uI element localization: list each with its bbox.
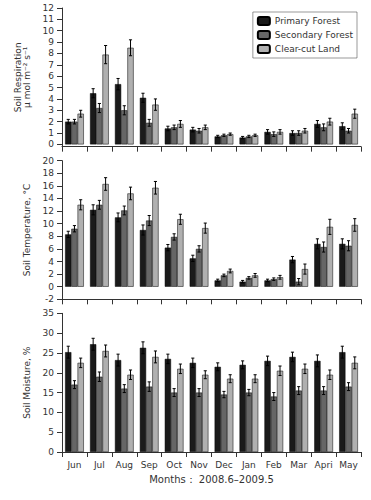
svg-text:9: 9 (48, 37, 54, 47)
svg-text:8: 8 (48, 231, 54, 241)
svg-text:Nov: Nov (190, 460, 208, 470)
svg-text:Primary Forest: Primary Forest (275, 16, 341, 26)
svg-text:25: 25 (43, 348, 54, 358)
svg-text:Jul: Jul (93, 460, 105, 470)
svg-text:6: 6 (48, 71, 54, 81)
svg-text:Feb: Feb (266, 460, 282, 470)
svg-text:4: 4 (48, 257, 54, 267)
svg-text:Oct: Oct (166, 460, 182, 470)
svg-text:1: 1 (48, 128, 54, 138)
svg-text:0: 0 (48, 139, 54, 149)
svg-text:2: 2 (48, 117, 54, 127)
svg-text:30: 30 (43, 328, 55, 338)
svg-text:Clear-cut Land: Clear-cut Land (275, 44, 340, 54)
svg-text:Soil Moisture, %: Soil Moisture, % (22, 346, 32, 419)
svg-text:0: 0 (48, 447, 54, 457)
svg-text:Jan: Jan (241, 460, 256, 470)
svg-text:5: 5 (48, 427, 54, 437)
svg-text:16: 16 (43, 181, 55, 191)
svg-text:12: 12 (43, 3, 54, 13)
svg-text:7: 7 (48, 60, 54, 70)
svg-text:Aug: Aug (116, 460, 134, 470)
svg-text:18: 18 (43, 168, 55, 178)
svg-text:Soil Temperature, °C: Soil Temperature, °C (22, 184, 32, 277)
svg-text:15: 15 (43, 388, 54, 398)
svg-text:12: 12 (43, 206, 54, 216)
svg-text:2: 2 (48, 269, 54, 279)
svg-text:11: 11 (43, 14, 54, 24)
svg-text:20: 20 (43, 156, 55, 166)
svg-text:10: 10 (43, 26, 55, 36)
svg-text:4: 4 (48, 94, 54, 104)
svg-text:5: 5 (48, 83, 54, 93)
svg-text:10: 10 (43, 219, 55, 229)
svg-text:3: 3 (48, 105, 54, 115)
svg-text:Mar: Mar (290, 460, 307, 470)
svg-text:Jun: Jun (66, 460, 81, 470)
svg-text:8: 8 (48, 48, 54, 58)
svg-text:Months： 2008.6–2009.5: Months： 2008.6–2009.5 (149, 474, 274, 485)
svg-text:Sep: Sep (141, 460, 158, 470)
svg-text:0: 0 (48, 282, 54, 292)
svg-text:Apri: Apri (315, 460, 333, 470)
svg-text:May: May (339, 460, 358, 470)
svg-text:14: 14 (43, 193, 55, 203)
svg-text:μ mol m⁻² s⁻¹: μ mol m⁻² s⁻¹ (22, 46, 32, 108)
svg-text:Soil Respiration: Soil Respiration (13, 42, 24, 113)
svg-text:Dec: Dec (215, 460, 232, 470)
svg-text:35: 35 (43, 308, 54, 318)
svg-text:20: 20 (43, 368, 55, 378)
svg-text:Secondary Forest: Secondary Forest (275, 30, 354, 40)
svg-text:10: 10 (43, 407, 55, 417)
svg-text:-2: -2 (45, 294, 54, 304)
svg-text:6: 6 (48, 244, 54, 254)
